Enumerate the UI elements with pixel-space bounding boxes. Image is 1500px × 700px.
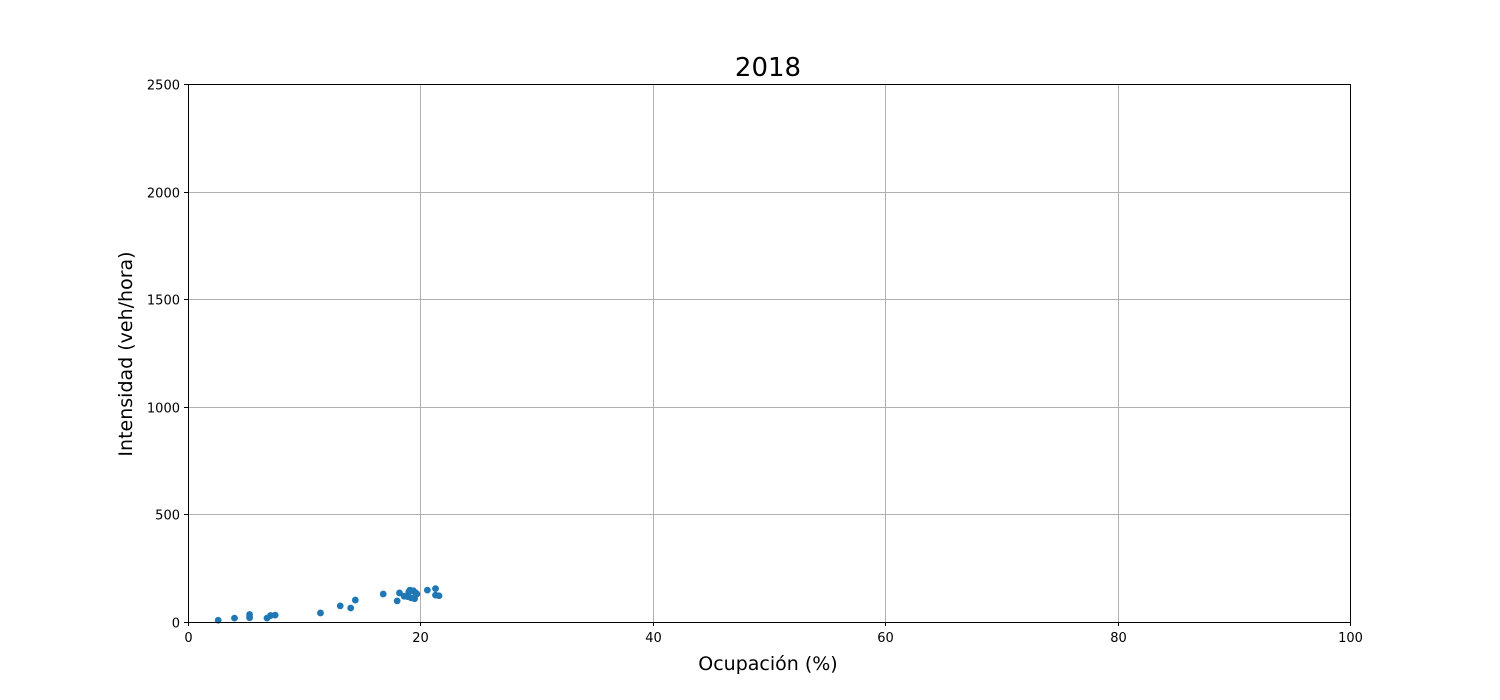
x-tick-label: 60 xyxy=(877,631,894,646)
y-tick-label: 2000 xyxy=(147,187,180,202)
data-point xyxy=(432,585,439,593)
data-point xyxy=(231,614,238,622)
x-axis-label: Ocupación (%) xyxy=(698,653,837,675)
y-tick-label: 0 xyxy=(172,617,180,632)
data-point xyxy=(393,597,401,605)
data-point xyxy=(271,611,279,619)
data-point xyxy=(379,590,387,598)
chart-title: 2018 xyxy=(735,53,801,83)
data-point xyxy=(347,604,355,612)
x-tick-label: 80 xyxy=(1110,631,1127,646)
x-tick-label: 20 xyxy=(412,631,429,646)
y-tick-label: 2500 xyxy=(147,79,180,94)
plot-frame xyxy=(188,84,1351,623)
y-axis-label: Intensidad (veh/hora) xyxy=(115,251,137,456)
data-point xyxy=(413,590,421,598)
data-point xyxy=(435,592,443,600)
x-tick-label: 100 xyxy=(1338,631,1363,646)
data-point xyxy=(317,609,324,617)
x-tick-label: 40 xyxy=(645,631,662,646)
data-point xyxy=(214,616,222,624)
data-point xyxy=(246,614,253,622)
y-tick-label: 1500 xyxy=(147,294,180,309)
y-tick-label: 1000 xyxy=(147,402,180,417)
data-point xyxy=(351,596,359,604)
x-tick-label: 0 xyxy=(184,631,192,646)
grid xyxy=(188,84,1351,623)
y-tick-label: 500 xyxy=(155,509,180,524)
data-point xyxy=(423,586,431,594)
data-points xyxy=(214,585,443,624)
data-point xyxy=(336,602,344,610)
